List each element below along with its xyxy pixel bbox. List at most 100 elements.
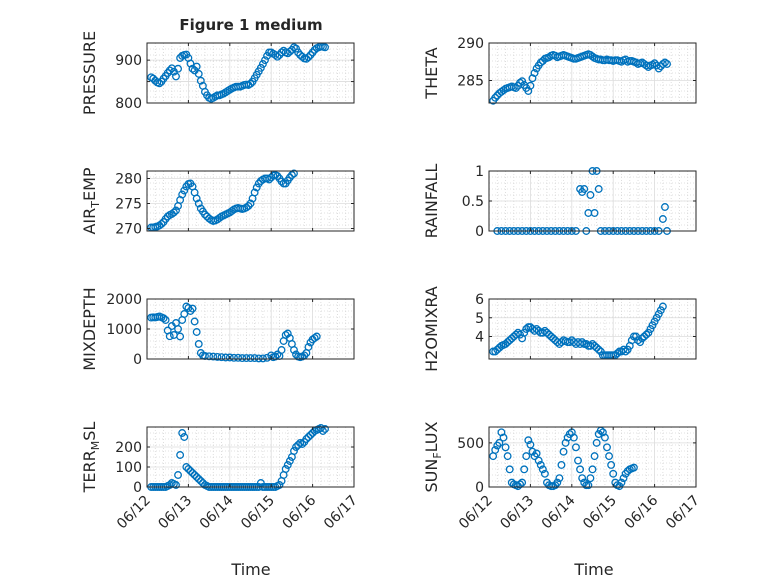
data-point <box>252 183 261 192</box>
data-point <box>302 435 311 443</box>
data-point <box>261 56 269 65</box>
data-point <box>190 317 199 326</box>
data-point <box>321 43 329 52</box>
data-point <box>192 62 201 71</box>
data-point <box>258 60 267 68</box>
data-point <box>201 210 209 219</box>
data-point <box>292 443 300 451</box>
data-point <box>265 175 274 184</box>
data-point <box>192 194 201 203</box>
data-point <box>159 314 168 323</box>
data-point <box>273 350 282 359</box>
data-point <box>186 59 195 68</box>
y-tick-label: 0 <box>475 480 484 496</box>
data-point <box>580 185 589 193</box>
data-point <box>532 449 541 458</box>
y-tick-label: 4 <box>475 330 484 346</box>
data-point <box>609 469 618 478</box>
y-tick-label: 1 <box>475 164 484 180</box>
axes-box <box>146 42 355 104</box>
data-point <box>188 64 197 73</box>
data-point <box>661 58 669 67</box>
y-axis-label: THETA <box>422 47 441 99</box>
data-point <box>304 53 313 62</box>
y-tick-label: 800 <box>115 96 142 112</box>
data-point <box>621 347 630 356</box>
data-point <box>553 478 562 487</box>
y-tick-label: 200 <box>115 440 142 456</box>
data-point <box>256 63 265 72</box>
data-point <box>644 63 653 71</box>
data-point <box>600 433 609 442</box>
data-point <box>229 353 238 362</box>
data-point <box>590 452 599 461</box>
y-tick-label: 100 <box>115 460 142 476</box>
subplot-air-temp: 270 275 280 AIRTEMP <box>80 167 355 238</box>
data-point <box>292 44 300 53</box>
y-axis-label: SUNFLUX <box>422 421 444 492</box>
data-point <box>522 452 531 461</box>
y-tick-label: 0 <box>133 480 142 496</box>
data-point <box>287 171 296 179</box>
data-point <box>658 302 667 311</box>
data-point <box>578 474 587 483</box>
data-point <box>234 353 243 362</box>
data-point <box>165 332 174 341</box>
data-point <box>172 206 180 215</box>
data-point <box>192 473 201 481</box>
data-point <box>246 79 255 88</box>
data-point <box>209 352 218 361</box>
axes-box <box>488 426 697 488</box>
x-axis-label-right: Time <box>573 560 613 579</box>
data-point <box>186 307 195 315</box>
axes-box <box>146 426 355 488</box>
data-point <box>180 186 189 195</box>
data-point <box>594 185 603 193</box>
data-point <box>250 188 259 197</box>
data-point <box>194 475 203 483</box>
data-point <box>221 353 230 362</box>
data-point <box>290 169 298 178</box>
data-point <box>298 440 307 448</box>
data-point <box>182 463 191 471</box>
subplot-pressure: 800 900 PRESSURE <box>80 31 355 115</box>
data-point <box>516 480 524 489</box>
data-point <box>196 477 205 485</box>
data-point <box>605 452 614 461</box>
data-point <box>178 429 187 437</box>
data-point <box>155 79 164 88</box>
data-point <box>526 440 535 449</box>
data-point <box>319 427 327 435</box>
data-point <box>174 64 182 73</box>
data-point <box>634 336 642 345</box>
data-point <box>607 460 616 469</box>
data-point <box>555 474 564 483</box>
data-point <box>285 47 294 56</box>
data-point <box>213 352 222 361</box>
y-tick-label: 2000 <box>106 292 142 308</box>
data-point <box>518 478 527 487</box>
data-point <box>304 343 313 351</box>
y-axis-label: PRESSURE <box>80 31 99 115</box>
data-point <box>499 86 508 95</box>
data-point <box>180 310 189 318</box>
data-point <box>499 433 508 442</box>
y-tick-label: 0 <box>133 352 142 368</box>
data-point <box>227 207 236 215</box>
data-point <box>256 479 265 487</box>
data-point <box>254 354 263 363</box>
data-point <box>242 203 251 212</box>
y-tick-label: 0 <box>475 224 484 240</box>
data-point <box>310 334 319 342</box>
data-point <box>584 481 593 490</box>
data-point <box>186 467 195 475</box>
data-point <box>172 72 180 81</box>
data-point <box>281 465 290 473</box>
subplot-theta: 285 290 THETA <box>422 36 697 105</box>
data-point <box>172 481 180 489</box>
data-point <box>176 451 185 459</box>
data-point <box>586 474 595 483</box>
data-point <box>174 325 182 333</box>
data-point <box>536 460 545 469</box>
data-point <box>165 66 174 75</box>
